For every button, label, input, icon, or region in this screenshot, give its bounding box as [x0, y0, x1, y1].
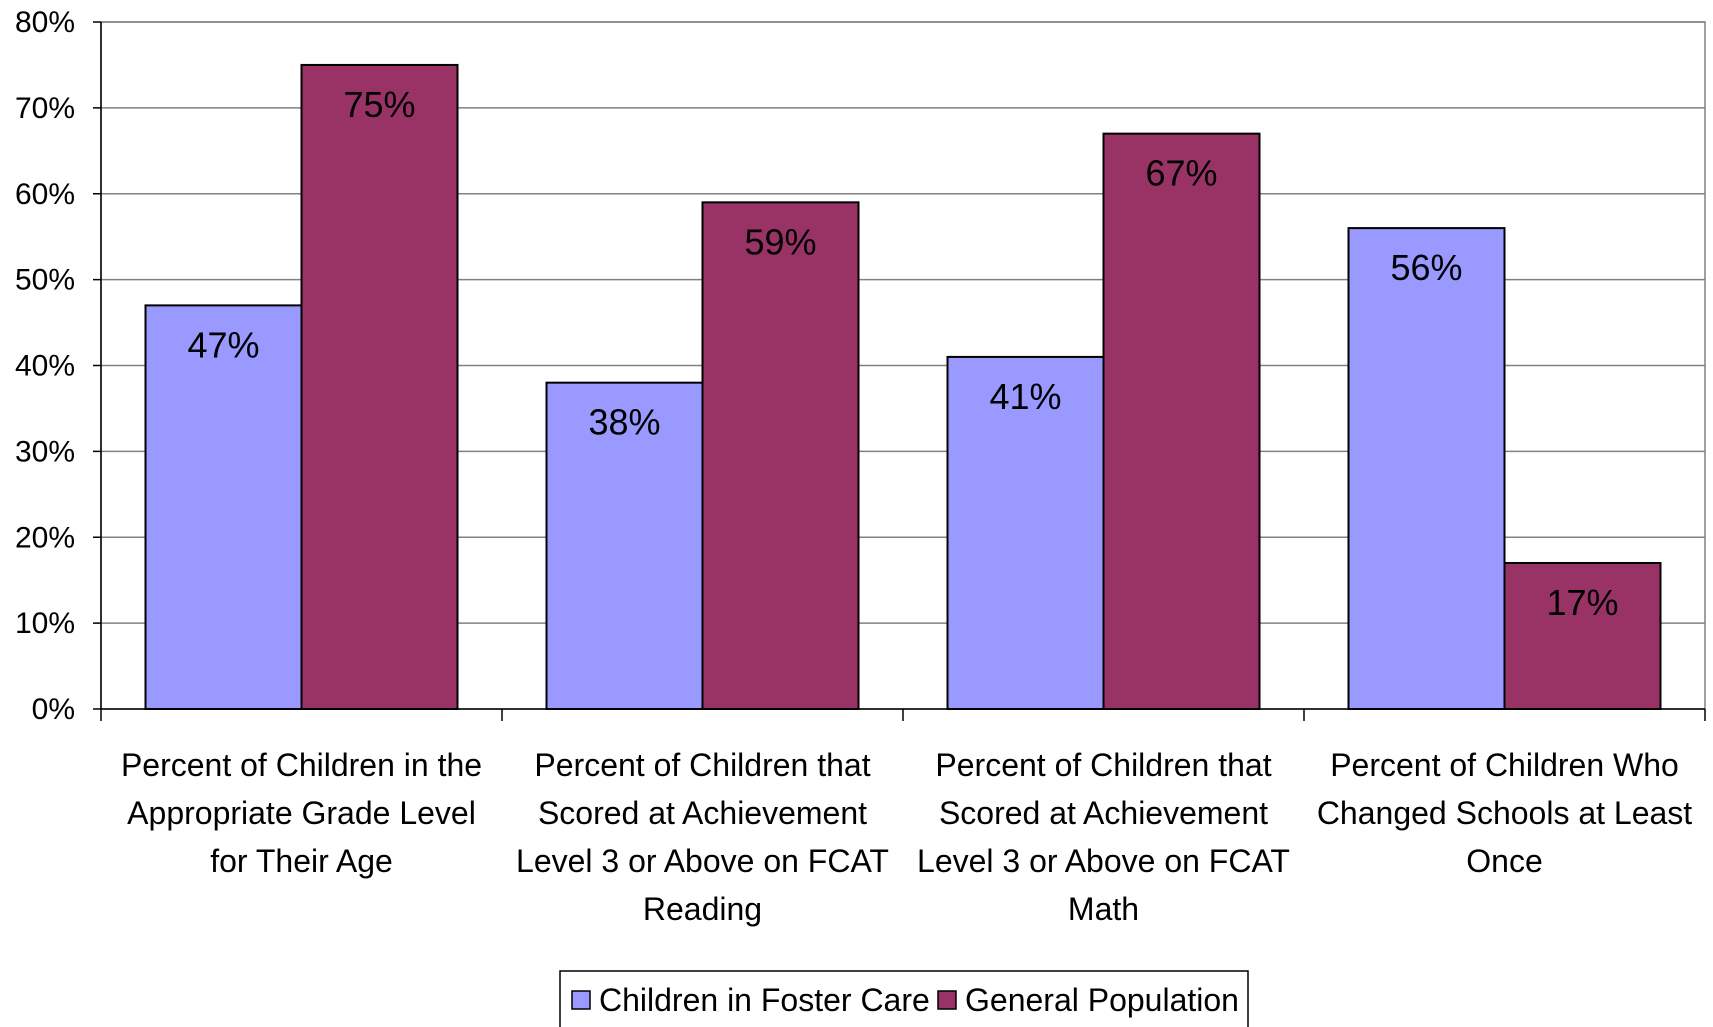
legend: Children in Foster Care General Populatio…	[559, 970, 1249, 1027]
y-tick-label: 20%	[15, 521, 75, 554]
x-category-label-line: Scored at Achievement	[538, 795, 867, 831]
x-category-label-line: Appropriate Grade Level	[127, 795, 476, 831]
x-category-label-line: Math	[1068, 891, 1139, 927]
x-category-label-line: Percent of Children in the	[121, 747, 482, 783]
data-labels: 47% 38% 41% 56% 75% 59% 67% 17%	[187, 84, 1618, 623]
x-category-label-line: Percent of Children that	[534, 747, 870, 783]
bar	[144, 304, 303, 710]
x-category-label-line: for Their Age	[210, 843, 393, 879]
x-category-label: Percent of Children that Scored at Achiev…	[516, 747, 889, 927]
y-tick-label: 0%	[32, 693, 75, 726]
y-tick-label: 70%	[15, 92, 75, 125]
y-tick-label: 80%	[15, 6, 75, 39]
data-label: 47%	[187, 324, 259, 365]
bars	[144, 63, 1662, 711]
bar	[1503, 562, 1662, 711]
y-tick-label: 50%	[15, 264, 75, 297]
data-label: 17%	[1546, 582, 1618, 623]
legend-swatch	[571, 990, 591, 1010]
bar	[701, 201, 860, 710]
x-category-label-line: Reading	[643, 891, 762, 927]
x-category-label-line: Level 3 or Above on FCAT	[516, 843, 889, 879]
legend-box	[559, 970, 1249, 1027]
x-category-label-line: Once	[1466, 843, 1542, 879]
data-label: 59%	[744, 221, 816, 262]
data-label: 41%	[989, 376, 1061, 417]
x-axis-category-labels: Percent of Children in the Appropriate Gr…	[121, 747, 1692, 927]
bar	[1347, 227, 1506, 710]
bar	[1102, 132, 1261, 710]
y-tick-label: 40%	[15, 350, 75, 383]
data-label: 67%	[1145, 153, 1217, 194]
data-label: 38%	[588, 402, 660, 443]
x-category-label: Percent of Children in the Appropriate Gr…	[121, 747, 482, 879]
x-category-label: Percent of Children Who Changed Schools a…	[1317, 747, 1692, 879]
y-axis-tick-labels: 0% 10% 20% 30% 40% 50% 60% 70% 80%	[15, 6, 75, 726]
legend-swatch	[937, 990, 957, 1010]
x-category-label-line: Scored at Achievement	[939, 795, 1268, 831]
y-tick-label: 30%	[15, 435, 75, 468]
bar	[300, 63, 459, 710]
x-category-label-line: Changed Schools at Least	[1317, 795, 1692, 831]
data-label: 75%	[343, 84, 415, 125]
y-tick-label: 60%	[15, 178, 75, 211]
axes	[93, 21, 1706, 721]
x-category-label-line: Percent of Children that	[935, 747, 1271, 783]
bar	[946, 355, 1105, 710]
x-category-label-line: Percent of Children Who	[1330, 747, 1679, 783]
legend-label: General Population	[965, 982, 1239, 1018]
x-category-label: Percent of Children that Scored at Achiev…	[917, 747, 1290, 927]
y-tick-label: 10%	[15, 607, 75, 640]
data-label: 56%	[1390, 247, 1462, 288]
x-category-label-line: Level 3 or Above on FCAT	[917, 843, 1290, 879]
legend-label: Children in Foster Care	[599, 982, 930, 1018]
